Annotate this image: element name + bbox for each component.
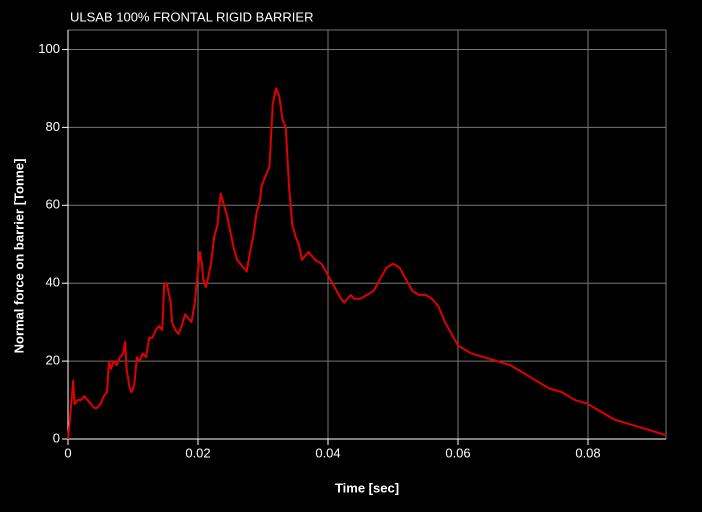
x-tick-label: 0.08 [575,445,600,460]
y-tick-label: 0 [53,430,60,445]
x-tick-label: 0.04 [315,445,340,460]
x-tick-label: 0.06 [445,445,470,460]
y-tick-label: 60 [46,197,60,212]
y-tick-label: 20 [46,353,60,368]
chart-title: ULSAB 100% FRONTAL RIGID BARRIER [70,9,313,24]
y-axis-label: Normal force on barrier [Tonne] [11,159,26,354]
y-tick-label: 40 [46,275,60,290]
y-tick-label: 80 [46,119,60,134]
plot-frame [67,29,667,440]
y-tick-label: 100 [38,41,60,56]
x-axis-label: Time [sec] [335,480,399,495]
x-tick-label: 0 [64,445,71,460]
data-line [67,87,667,440]
x-tick-label: 0.02 [185,445,210,460]
